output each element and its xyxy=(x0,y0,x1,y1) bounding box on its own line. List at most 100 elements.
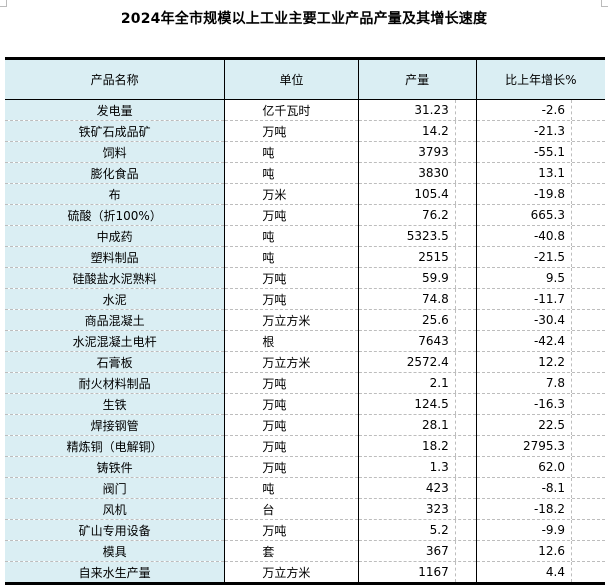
table-row: 矿山专用设备 万吨 5.2 -9.9 xyxy=(5,519,605,541)
table-row: 焊接钢管 万吨 28.1 22.5 xyxy=(5,414,605,436)
cell-product-name: 石膏板 xyxy=(5,351,226,373)
window-corner-left xyxy=(0,0,7,7)
cell-growth: -40.8 xyxy=(476,225,605,247)
cell-product-name: 商品混凝土 xyxy=(5,309,226,331)
cell-growth: 2795.3 xyxy=(476,435,605,457)
cell-output: 74.8 xyxy=(358,288,477,310)
cell-unit: 吨 xyxy=(224,246,359,268)
cell-output-value: 3793 xyxy=(418,142,456,162)
product-output-table: 产品名称 单位 产量 比上年增长% 发电量 亿千瓦时 31.23 -2.6 铁矿石成品矿… xyxy=(5,57,605,585)
cell-growth: -21.3 xyxy=(476,120,605,142)
header-unit: 单位 xyxy=(224,58,359,100)
cell-growth-value: 13.1 xyxy=(538,163,572,183)
cell-unit: 万立方米 xyxy=(224,309,359,331)
table-row: 膨化食品吨 3830 13.1 xyxy=(5,162,605,184)
cell-product-name: 中成药 xyxy=(5,225,226,247)
cell-product-name: 自来水生产量 xyxy=(5,561,226,584)
cell-growth: -19.8 xyxy=(476,183,605,205)
cell-output: 18.2 xyxy=(358,435,477,457)
cell-output: 1.3 xyxy=(358,456,477,478)
cell-growth-value: -11.7 xyxy=(534,289,572,309)
cell-output-value: 367 xyxy=(426,541,456,561)
cell-growth-value: 12.6 xyxy=(538,541,572,561)
cell-growth-value: 4.4 xyxy=(546,562,572,582)
cell-output-value: 423 xyxy=(426,478,456,498)
cell-output: 3793 xyxy=(358,141,477,163)
cell-output-value: 1.3 xyxy=(430,457,456,477)
cell-output-value: 14.2 xyxy=(422,121,456,141)
cell-product-name: 耐火材料制品 xyxy=(5,372,226,394)
cell-growth: -55.1 xyxy=(476,141,605,163)
cell-growth: -2.6 xyxy=(476,99,605,121)
table-row: 精炼铜（电解铜） 万吨 18.2 2795.3 xyxy=(5,435,605,457)
cell-product-name: 饲料 xyxy=(5,141,226,163)
cell-unit: 万吨 xyxy=(224,519,359,541)
cell-growth-value: 22.5 xyxy=(538,415,572,435)
header-row: 产品名称 单位 产量 比上年增长% xyxy=(5,58,605,100)
cell-product-name: 风机 xyxy=(5,498,226,520)
cell-growth: 7.8 xyxy=(476,372,605,394)
cell-product-name: 硫酸（折100%） xyxy=(5,204,226,226)
cell-output: 1167 xyxy=(358,561,477,584)
cell-growth: 9.5 xyxy=(476,267,605,289)
cell-output: 105.4 xyxy=(358,183,477,205)
cell-product-name: 水泥混凝土电杆 xyxy=(5,330,226,352)
cell-output-value: 3830 xyxy=(418,163,456,183)
cell-growth-value: -16.3 xyxy=(534,394,572,414)
cell-growth-value: -8.1 xyxy=(542,478,572,498)
cell-growth: -30.4 xyxy=(476,309,605,331)
table-row: 中成药吨 5323.5 -40.8 xyxy=(5,225,605,247)
cell-output: 14.2 xyxy=(358,120,477,142)
cell-growth-value: 665.3 xyxy=(531,205,572,225)
cell-output: 7643 xyxy=(358,330,477,352)
cell-output-value: 5.2 xyxy=(430,520,456,540)
table-title: 2024年全市规模以上工业主要工业产品产量及其增长速度 xyxy=(120,11,488,27)
cell-growth: -8.1 xyxy=(476,477,605,499)
cell-growth: 62.0 xyxy=(476,456,605,478)
cell-unit: 根 xyxy=(224,330,359,352)
cell-growth-value: 62.0 xyxy=(538,457,572,477)
cell-unit: 套 xyxy=(224,540,359,562)
cell-growth-value: 7.8 xyxy=(546,373,572,393)
cell-growth: -16.3 xyxy=(476,393,605,415)
header-product-name: 产品名称 xyxy=(5,58,226,100)
cell-growth-value: 12.2 xyxy=(538,352,572,372)
cell-growth: 12.2 xyxy=(476,351,605,373)
cell-output-value: 76.2 xyxy=(422,205,456,225)
cell-growth: 4.4 xyxy=(476,561,605,584)
cell-output: 423 xyxy=(358,477,477,499)
table-row: 硅酸盐水泥熟料 万吨 59.9 9.5 xyxy=(5,267,605,289)
cell-output-value: 7643 xyxy=(418,331,456,351)
cell-output: 28.1 xyxy=(358,414,477,436)
table-row: 铸铁件 万吨 1.3 62.0 xyxy=(5,456,605,478)
cell-unit: 万吨 xyxy=(224,372,359,394)
cell-growth-value: 9.5 xyxy=(546,268,572,288)
table-row: 铁矿石成品矿 万吨 14.2 -21.3 xyxy=(5,120,605,142)
cell-growth-value: -2.6 xyxy=(542,100,572,120)
cell-growth: 665.3 xyxy=(476,204,605,226)
cell-unit: 万立方米 xyxy=(224,561,359,584)
cell-output: 59.9 xyxy=(358,267,477,289)
cell-output: 76.2 xyxy=(358,204,477,226)
cell-product-name: 生铁 xyxy=(5,393,226,415)
cell-growth-value: -40.8 xyxy=(534,226,572,246)
table-row: 饲料吨 3793 -55.1 xyxy=(5,141,605,163)
table-row: 阀门吨 423 -8.1 xyxy=(5,477,605,499)
cell-output-value: 28.1 xyxy=(422,415,456,435)
cell-unit: 万吨 xyxy=(224,435,359,457)
cell-product-name: 硅酸盐水泥熟料 xyxy=(5,267,226,289)
cell-unit: 万吨 xyxy=(224,267,359,289)
cell-output-value: 323 xyxy=(426,499,456,519)
table-row: 商品混凝土 万立方米 25.6 -30.4 xyxy=(5,309,605,331)
cell-unit: 万立方米 xyxy=(224,351,359,373)
cell-product-name: 铸铁件 xyxy=(5,456,226,478)
cell-unit: 吨 xyxy=(224,141,359,163)
cell-product-name: 模具 xyxy=(5,540,226,562)
cell-output: 25.6 xyxy=(358,309,477,331)
cell-growth-value: -9.9 xyxy=(542,520,572,540)
cell-growth-value: -19.8 xyxy=(534,184,572,204)
table-row: 水泥混凝土电杆根 7643 -42.4 xyxy=(5,330,605,352)
cell-unit: 吨 xyxy=(224,225,359,247)
cell-unit: 万吨 xyxy=(224,204,359,226)
table-row: 发电量 亿千瓦时 31.23 -2.6 xyxy=(5,99,605,121)
